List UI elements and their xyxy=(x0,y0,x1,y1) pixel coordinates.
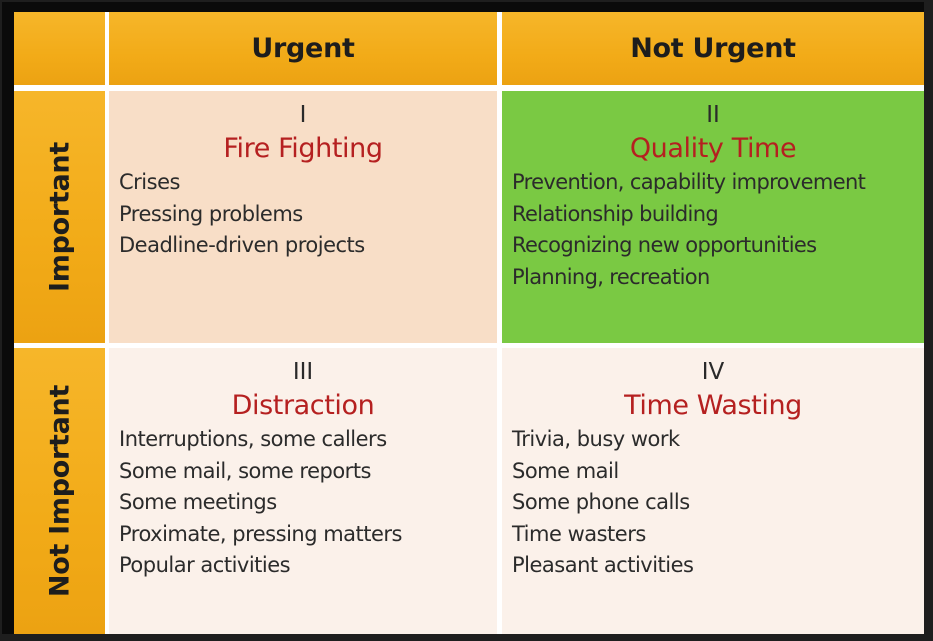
list-item: Planning, recreation xyxy=(512,264,710,289)
list-item: Pleasant activities xyxy=(512,553,694,577)
list-item: Some meetings xyxy=(119,490,277,514)
column-header-not-urgent-label: Not Urgent xyxy=(630,33,796,64)
quadrant-item-list: Interruptions, some callers Some mail, s… xyxy=(109,424,497,582)
list-item: Pressing problems xyxy=(119,201,303,226)
quadrant-title: Distraction xyxy=(231,390,375,421)
list-item: Relationship building xyxy=(512,201,719,226)
quadrant-item-list: Crises Pressing problems Deadline-driven… xyxy=(109,167,497,262)
quadrant-title: Time Wasting xyxy=(624,390,802,421)
list-item: Some mail, some reports xyxy=(119,458,372,483)
row-header-important: Important xyxy=(14,91,105,343)
list-item: Time wasters xyxy=(512,521,646,546)
list-item: Some mail xyxy=(512,458,619,483)
list-item: Interruptions, some callers xyxy=(119,427,387,451)
row-header-not-important-label: Not Important xyxy=(44,384,75,598)
quadrant-item-list: Trivia, busy work Some mail Some phone c… xyxy=(502,424,924,582)
list-item: Deadline-driven projects xyxy=(119,233,365,257)
matrix-frame: Urgent Not Urgent Important Not Importan… xyxy=(2,2,924,634)
list-item: Some phone calls xyxy=(512,490,690,514)
list-item: Recognizing new opportunities xyxy=(512,233,817,257)
list-item: Proximate, pressing matters xyxy=(119,521,403,546)
list-item: Trivia, busy work xyxy=(512,427,680,451)
column-header-urgent: Urgent xyxy=(109,12,497,85)
quadrant-1-fire-fighting: I Fire Fighting Crises Pressing problems… xyxy=(109,91,497,343)
time-management-matrix: Urgent Not Urgent Important Not Importan… xyxy=(14,12,924,634)
quadrant-numeral: IV xyxy=(701,359,725,385)
quadrant-2-quality-time: II Quality Time Prevention, capability i… xyxy=(502,91,924,343)
quadrant-numeral: I xyxy=(299,102,307,128)
column-header-not-urgent: Not Urgent xyxy=(502,12,924,85)
quadrant-4-time-wasting: IV Time Wasting Trivia, busy work Some m… xyxy=(502,348,924,634)
quadrant-3-distraction: III Distraction Interruptions, some call… xyxy=(109,348,497,634)
quadrant-title: Fire Fighting xyxy=(223,133,383,164)
header-corner-cell xyxy=(14,12,105,85)
quadrant-title: Quality Time xyxy=(629,133,797,164)
row-header-not-important: Not Important xyxy=(14,348,105,634)
list-item: Crises xyxy=(119,170,180,194)
row-header-important-label: Important xyxy=(44,142,75,292)
list-item: Popular activities xyxy=(119,553,291,577)
column-header-urgent-label: Urgent xyxy=(251,33,355,64)
quadrant-numeral: II xyxy=(706,102,720,128)
quadrant-numeral: III xyxy=(292,359,314,385)
quadrant-item-list: Prevention, capability improvement Relat… xyxy=(502,167,924,293)
list-item: Prevention, capability improvement xyxy=(512,170,866,194)
